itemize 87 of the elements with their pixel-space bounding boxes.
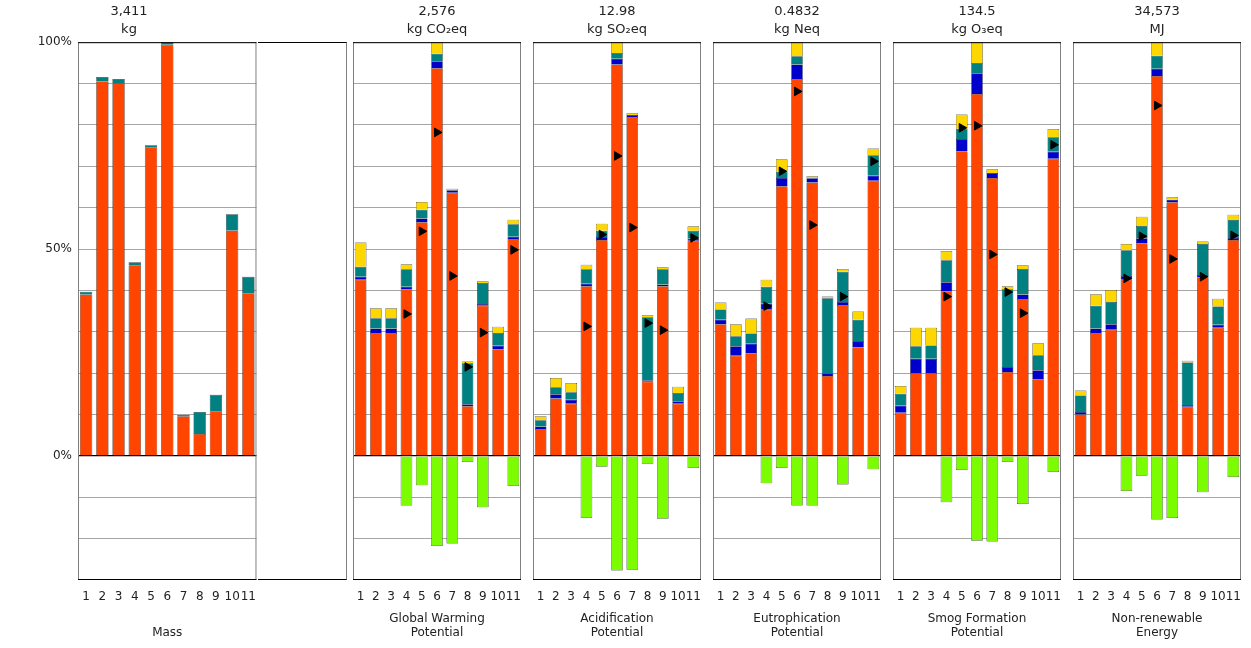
x-tick-label: 2 <box>1092 589 1100 604</box>
chart-subtitle: kg <box>121 20 137 36</box>
x-tick-label: 7 <box>1168 589 1177 604</box>
x-tick-label: 4 <box>582 589 591 604</box>
x-axis-title: Mass <box>152 624 183 639</box>
x-tick-label: 9 <box>1019 589 1027 604</box>
x-tick-label: 7 <box>628 589 637 604</box>
x-tick-label: 2 <box>912 589 920 604</box>
x-tick-label: 4 <box>130 589 139 604</box>
x-tick-label: 6 <box>793 589 801 604</box>
x-tick-label: 3 <box>1107 589 1115 604</box>
x-tick-label: 4 <box>762 589 771 604</box>
y-tick-label: 0% <box>52 448 72 463</box>
x-tick-label: 2 <box>552 589 560 604</box>
x-tick-label: 9 <box>839 589 847 604</box>
x-tick-label: 6 <box>613 589 621 604</box>
x-tick-label: 1 <box>82 589 90 604</box>
x-tick-label: 3 <box>114 589 123 604</box>
x-tick-label: 1 <box>356 589 365 604</box>
x-tick-label: 6 <box>433 589 441 604</box>
x-tick-label: 7 <box>179 589 188 604</box>
x-tick-label: 8 <box>823 589 832 604</box>
x-tick-label: 3 <box>927 589 935 604</box>
y-tick-label: 100% <box>37 34 72 49</box>
x-tick-label: 10 <box>850 589 866 604</box>
x-tick-label: 8 <box>463 589 472 604</box>
x-tick-label: 8 <box>643 589 652 604</box>
x-axis-title: Non-renewable Energy <box>1111 610 1203 639</box>
x-tick-label: 5 <box>417 589 426 604</box>
x-tick-label: 1 <box>1076 589 1085 604</box>
x-axis-title: Smog Formation Potential <box>927 610 1027 639</box>
x-tick-label: 5 <box>957 589 966 604</box>
x-tick-label: 7 <box>808 589 817 604</box>
x-tick-label: 4 <box>1122 589 1131 604</box>
x-tick-label: 1 <box>536 589 545 604</box>
x-tick-label: 7 <box>448 589 457 604</box>
x-tick-label: 10 <box>224 589 240 604</box>
chart-subtitle: kg CO₂eq <box>406 20 468 36</box>
x-tick-label: 11 <box>1225 589 1241 604</box>
x-tick-label: 10 <box>1030 589 1046 604</box>
x-axis-title: Global Warming Potential <box>389 610 485 639</box>
x-tick-label: 10 <box>670 589 686 604</box>
x-tick-label: 6 <box>163 589 172 604</box>
x-tick-label: 2 <box>732 589 740 604</box>
x-tick-label: 8 <box>1183 589 1192 604</box>
x-tick-label: 5 <box>1137 589 1146 604</box>
x-tick-label: 3 <box>567 589 575 604</box>
x-tick-label: 11 <box>1045 589 1061 604</box>
x-tick-label: 5 <box>147 589 155 604</box>
x-tick-label: 3 <box>747 589 755 604</box>
x-tick-label: 1 <box>896 589 905 604</box>
x-tick-label: 6 <box>973 589 981 604</box>
x-tick-label: 6 <box>1153 589 1161 604</box>
x-tick-label: 9 <box>212 589 220 604</box>
x-tick-label: 5 <box>777 589 786 604</box>
x-tick-label: 4 <box>942 589 951 604</box>
chart-subtitle: kg Neq <box>774 20 820 36</box>
x-tick-label: 9 <box>1199 589 1207 604</box>
x-tick-label: 11 <box>505 589 521 604</box>
x-tick-label: 10 <box>1210 589 1226 604</box>
x-axis-title: Eutrophication Potential <box>753 610 841 639</box>
chart-title: 3,411 <box>110 3 148 19</box>
chart-title: 34,573 <box>1134 3 1180 19</box>
chart-title: 12.98 <box>598 3 636 19</box>
y-tick-label: 50% <box>45 241 72 256</box>
chart-subtitle: kg SO₂eq <box>587 20 647 36</box>
x-tick-label: 10 <box>490 589 506 604</box>
x-axis-title: Acidification Potential <box>580 610 654 639</box>
x-tick-label: 11 <box>865 589 881 604</box>
chart-title: 0.4832 <box>774 3 820 19</box>
x-tick-label: 1 <box>716 589 725 604</box>
x-tick-label: 11 <box>685 589 701 604</box>
chart-title: 2,576 <box>418 3 456 19</box>
chart-subtitle: MJ <box>1149 20 1165 36</box>
x-tick-label: 9 <box>479 589 487 604</box>
x-tick-label: 2 <box>98 589 107 604</box>
x-tick-label: 4 <box>402 589 411 604</box>
x-tick-label: 8 <box>195 589 204 604</box>
chart-title: 134.5 <box>958 3 996 19</box>
x-tick-label: 5 <box>597 589 606 604</box>
chart-subtitle: kg O₃eq <box>951 20 1003 36</box>
x-tick-label: 7 <box>988 589 997 604</box>
x-tick-label: 2 <box>372 589 380 604</box>
x-tick-label: 8 <box>1003 589 1012 604</box>
x-tick-label: 3 <box>387 589 395 604</box>
x-tick-label: 9 <box>659 589 667 604</box>
x-tick-label: 11 <box>240 589 257 604</box>
